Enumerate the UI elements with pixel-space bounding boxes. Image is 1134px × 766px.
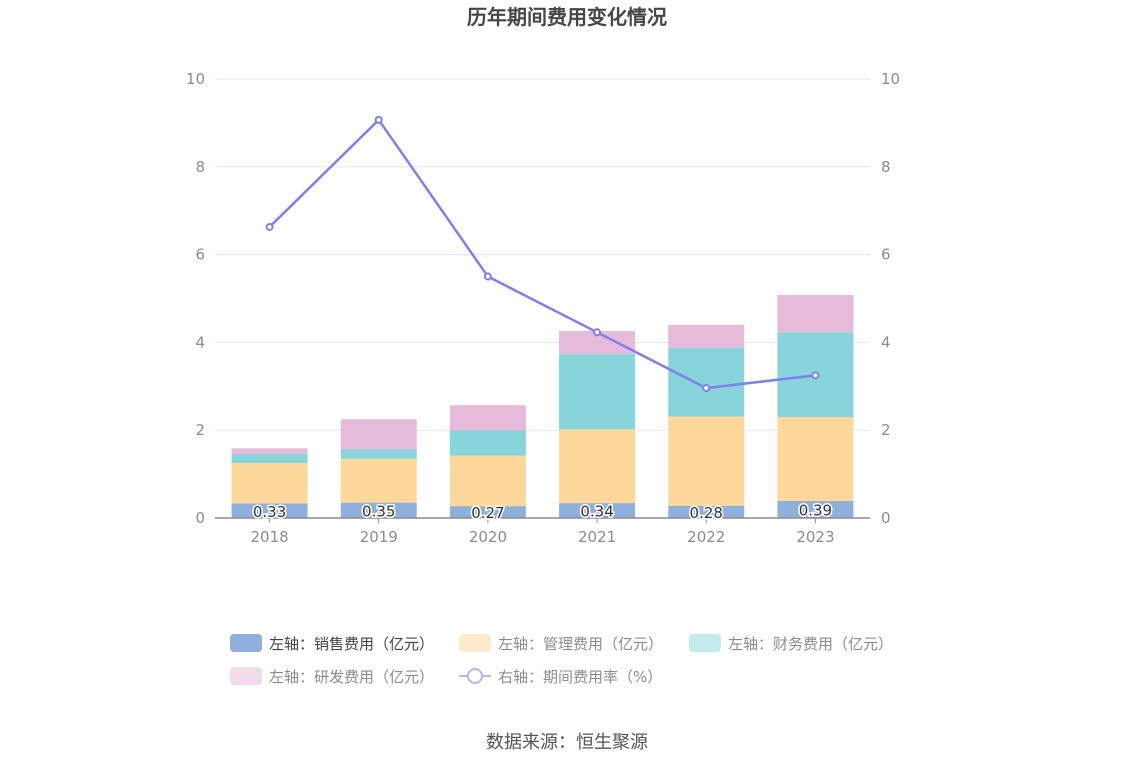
right-tick-label: 6 [881, 246, 891, 264]
left-axis: 0 2 4 6 8 10 [186, 70, 205, 527]
right-tick-label: 0 [881, 509, 891, 527]
legend-swatch [230, 667, 262, 685]
bar-series [231, 294, 854, 518]
data-label: 0.35 [362, 502, 395, 520]
legend-item: 右轴：期间费用率（%） [459, 668, 662, 686]
bar-segment [231, 448, 308, 454]
bar-segment [449, 506, 526, 518]
rate-point [811, 371, 820, 380]
legend-label: 左轴：财务费用（亿元） [728, 635, 893, 653]
x-tick-label: 2023 [796, 528, 834, 546]
legend-swatch [459, 634, 491, 652]
line-series [265, 115, 820, 393]
rate-point [483, 272, 492, 281]
bar-segment [231, 503, 308, 518]
rate-point [702, 384, 711, 393]
x-tick-label: 2020 [469, 528, 507, 546]
bar-segment [559, 330, 636, 354]
right-tick-label: 10 [881, 70, 900, 88]
right-tick-label: 2 [881, 421, 891, 439]
bar-segment [340, 419, 417, 450]
bar-segment [559, 503, 636, 518]
rate-point [265, 222, 274, 231]
legend-label: 左轴：研发费用（亿元） [269, 668, 434, 686]
x-tick-label: 2021 [578, 528, 616, 546]
left-tick-label: 4 [195, 333, 205, 351]
data-labels: 0.33 0.35 0.27 0.34 0.28 0.39 [251, 500, 833, 524]
left-tick-label: 2 [195, 421, 205, 439]
left-tick-label: 8 [195, 158, 205, 176]
bar-segment [231, 463, 308, 504]
bar-segment [559, 353, 636, 430]
x-tick-label: 2018 [250, 528, 288, 546]
data-label: 0.27 [471, 504, 504, 522]
right-tick-label: 8 [881, 158, 891, 176]
rate-point [593, 328, 602, 337]
bar-segment [777, 294, 854, 333]
source-note: 数据来源：恒生聚源 [486, 732, 648, 753]
bar-segment [449, 455, 526, 507]
legend-item: 左轴：研发费用（亿元） [230, 667, 434, 686]
bar-segment [668, 347, 745, 417]
x-tick-label: 2019 [360, 528, 398, 546]
rate-point [374, 115, 383, 124]
bar-segment [668, 416, 745, 506]
legend-label: 左轴：管理费用（亿元） [498, 635, 663, 653]
right-tick-label: 4 [881, 333, 891, 351]
legend: 左轴：销售费用（亿元） 左轴：管理费用（亿元） 左轴：财务费用（亿元） 左轴：研发费用… [230, 634, 893, 686]
legend-item: 左轴：财务费用（亿元） [689, 634, 893, 653]
right-axis: 0 2 4 6 8 10 [881, 70, 900, 527]
bar-segment [231, 453, 308, 464]
x-axis: 2018 2019 2020 2021 2022 2023 [250, 518, 835, 546]
left-tick-label: 6 [195, 246, 205, 264]
legend-item: 左轴：销售费用（亿元） [230, 634, 434, 653]
bar-segment [449, 405, 526, 431]
legend-swatch [689, 634, 721, 652]
x-tick-label: 2022 [687, 528, 725, 546]
left-tick-label: 0 [195, 509, 205, 527]
grid-lines [215, 78, 870, 431]
bar-segment [449, 430, 526, 456]
chart-title: 历年期间费用变化情况 [467, 5, 667, 29]
data-label: 0.28 [690, 504, 723, 522]
bar-segment [340, 449, 417, 459]
legend-marker [467, 668, 483, 684]
data-label: 0.33 [253, 503, 286, 521]
legend-label: 左轴：销售费用（亿元） [269, 635, 434, 653]
bar-segment [777, 500, 854, 518]
bar-segment [559, 429, 636, 504]
rate-line [268, 117, 816, 390]
data-label: 0.39 [799, 501, 832, 519]
data-label: 0.34 [580, 503, 613, 521]
bar-segment [340, 458, 417, 503]
legend-label: 右轴：期间费用率（%） [498, 668, 662, 686]
bar-segment [668, 505, 745, 518]
left-tick-label: 10 [186, 70, 205, 88]
bar-segment [668, 324, 745, 348]
bar-segment [340, 502, 417, 518]
legend-item: 左轴：管理费用（亿元） [459, 634, 663, 653]
bar-segment [777, 417, 854, 501]
legend-swatch [230, 634, 262, 652]
